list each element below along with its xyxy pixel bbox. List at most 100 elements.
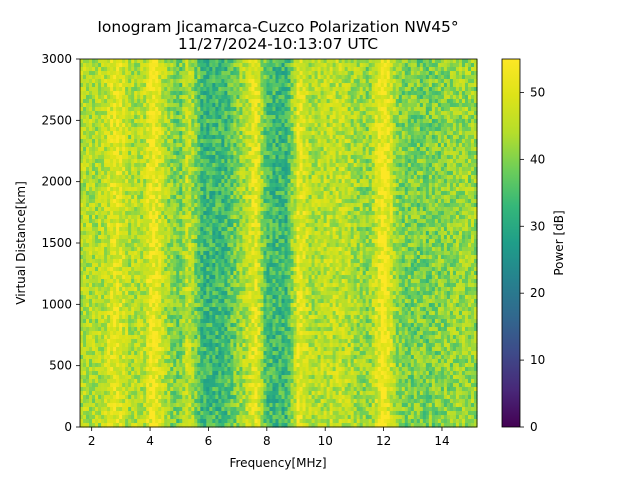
heatmap-cell [158,199,162,204]
heatmap-cell [212,267,216,272]
heatmap-cell [119,371,123,376]
heatmap-cell [98,123,102,128]
heatmap-cell [155,179,159,184]
heatmap-cell [200,259,204,264]
heatmap-cell [86,163,90,168]
heatmap-cell [116,379,120,384]
heatmap-cell [140,75,144,80]
heatmap-cell [167,271,171,276]
heatmap-cell [80,123,84,128]
heatmap-cell [167,307,171,312]
heatmap-cell [119,223,123,228]
heatmap-cell [113,255,117,260]
heatmap-cell [203,67,207,72]
heatmap-cell [89,83,93,88]
heatmap-cell [233,191,237,196]
heatmap-cell [236,311,240,316]
heatmap-cell [125,347,129,352]
heatmap-cell [95,183,99,188]
heatmap-cell [89,299,93,304]
heatmap-cell [224,83,228,88]
heatmap-cell [239,335,244,340]
heatmap-cell [95,239,99,244]
heatmap-cell [221,171,225,176]
heatmap-cell [149,247,153,252]
heatmap-cell [125,191,129,196]
heatmap-cell [152,87,156,92]
heatmap-cell [200,191,204,196]
heatmap-cell [101,351,105,356]
heatmap-cell [224,119,228,124]
heatmap-cell [206,375,210,380]
heatmap-cell [209,267,213,272]
heatmap-cell [146,319,150,324]
heatmap-cell [197,395,201,400]
heatmap-cell [215,131,219,136]
heatmap-cell [185,375,189,380]
heatmap-cell [164,91,168,96]
heatmap-cell [191,251,195,256]
heatmap-cell [101,371,105,376]
heatmap-cell [134,423,138,428]
heatmap-cell [221,99,225,104]
heatmap-cell [89,391,93,396]
heatmap-cell [227,171,231,176]
heatmap-cell [206,155,210,160]
heatmap-cell [128,207,132,212]
heatmap-cell [164,263,168,268]
heatmap-cell [143,99,147,104]
heatmap-cell [167,371,171,376]
heatmap-cell [104,131,108,136]
heatmap-cell [173,343,177,348]
heatmap-cell [191,287,195,292]
heatmap-cell [92,419,96,424]
heatmap-cell [101,363,105,368]
heatmap-cell [170,155,174,160]
heatmap-cell [203,183,207,188]
heatmap-cell [155,335,159,340]
heatmap-cell [146,371,150,376]
heatmap-cell [95,127,99,132]
heatmap-cell [221,379,225,384]
heatmap-cell [224,195,228,200]
heatmap-cell [191,171,195,176]
heatmap-cell [116,87,120,92]
heatmap-cell [173,123,177,128]
heatmap-cell [233,139,237,144]
heatmap-cell [128,399,132,404]
heatmap-cell [215,151,219,156]
heatmap-cell [128,287,132,292]
heatmap-cell [104,371,108,376]
heatmap-cell [98,331,102,336]
heatmap-cell [95,267,99,272]
heatmap-cell [194,63,198,68]
heatmap-cell [212,151,216,156]
heatmap-cell [80,331,84,336]
heatmap-cell [173,199,177,204]
heatmap-cell [137,291,141,296]
heatmap-cell [98,395,102,400]
heatmap-cell [143,143,147,148]
heatmap-cell [242,87,247,92]
heatmap-cell [89,415,93,420]
heatmap-cell [179,395,183,400]
heatmap-cell [161,111,165,116]
heatmap-cell [80,355,84,360]
heatmap-cell [155,95,159,100]
heatmap-cell [128,67,132,72]
heatmap-cell [104,339,108,344]
heatmap-cell [134,391,138,396]
heatmap-cell [119,195,123,200]
heatmap-cell [185,311,189,316]
heatmap-cell [230,363,234,368]
heatmap-cell [203,135,207,140]
heatmap-cell [200,99,204,104]
heatmap-cell [137,95,141,100]
heatmap-cell [209,139,213,144]
heatmap-cell [182,391,186,396]
heatmap-cell [191,83,195,88]
heatmap-cell [98,95,102,100]
heatmap-cell [107,171,111,176]
heatmap-cell [239,139,244,144]
heatmap-cell [230,259,234,264]
